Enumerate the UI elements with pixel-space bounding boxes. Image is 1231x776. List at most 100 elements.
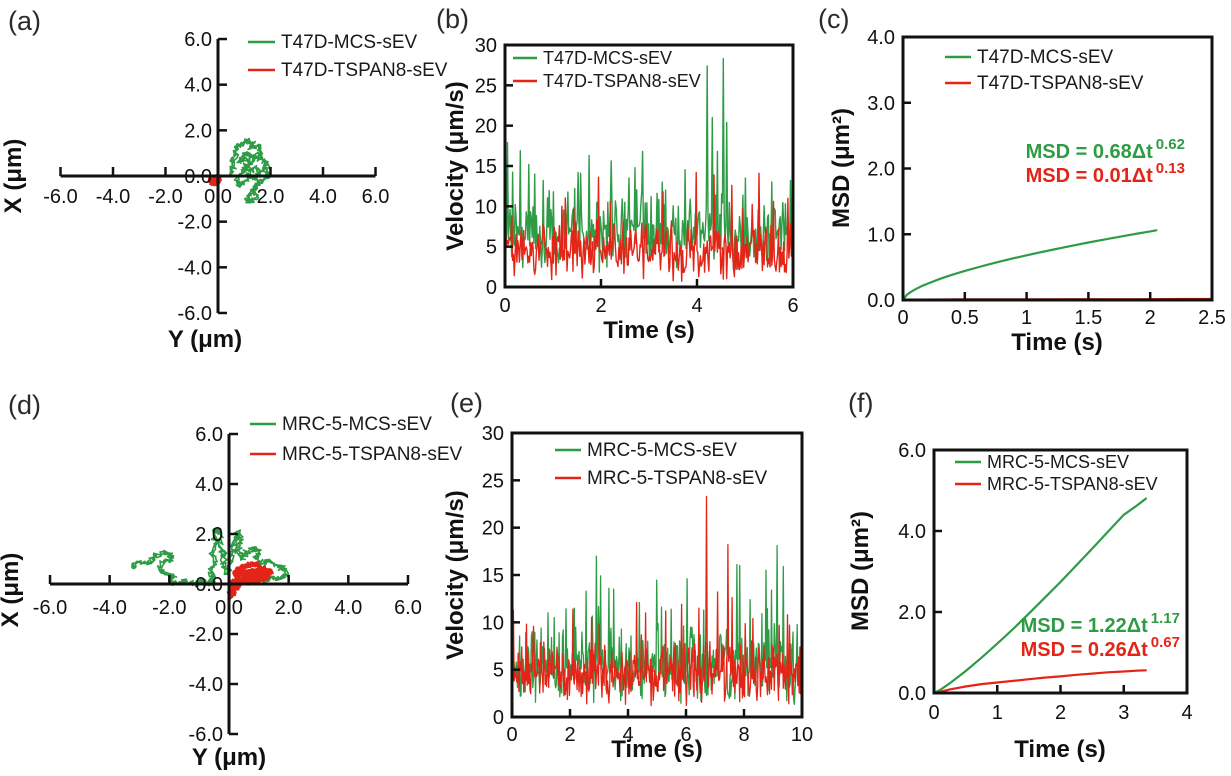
x-tick-label: 1	[992, 702, 1003, 724]
msd-curve	[903, 229, 1158, 300]
legend-label: MRC-5-TSPAN8-sEV	[282, 444, 462, 465]
x-axis-title: Y (μm)	[192, 744, 266, 771]
trajectory-path	[131, 528, 290, 588]
panel-label-a: (a)	[8, 6, 41, 36]
x-tick-label: 2	[1055, 702, 1066, 724]
x-tick-label: 4.0	[334, 597, 362, 619]
x-tick-label: 10	[791, 724, 813, 746]
fit-annotation: MSD = 0.26Δt 0.67	[1021, 634, 1180, 661]
trajectory-chart-t47d: -6.0 -4.0 -2.0 0.0 2.0 4.0 6.06.04.02.00.0-2.0…	[0, 29, 448, 353]
msd-chart-t47d: 0 0.5 1 1.5 2 2.5 0.0 1.0 2.0 3.0 4.0 Time (s) MSD (…	[828, 27, 1226, 356]
y-tick-label: 15	[482, 565, 504, 587]
y-tick-label: -4.0	[178, 257, 212, 279]
legend: T47D-MCS-sEV T47D-TSPAN8-sEV	[248, 32, 448, 81]
y-tick-label: 4.0	[184, 75, 212, 97]
y-tick-label: 6.0	[195, 424, 223, 446]
fit-annotation: MSD = 0.68Δt 0.62	[1026, 136, 1185, 163]
x-tick-label: -4.0	[92, 597, 126, 619]
y-axis-title: MSD (μm²)	[828, 108, 855, 228]
y-tick-label: -6.0	[189, 724, 223, 746]
trajectory-path	[207, 174, 222, 187]
y-tick-label: 0.0	[898, 683, 926, 705]
plot-area	[512, 495, 802, 707]
plot-area	[934, 497, 1147, 693]
velocity-chart-t47d: 0 2 4 6 0 5 10 15 20 25 30 Time (s) Velocity (μm/s) T…	[442, 35, 799, 344]
x-axis-title: Time (s)	[603, 317, 695, 344]
legend-label: T47D-MCS-sEV	[543, 48, 672, 68]
y-tick-label: 15	[475, 156, 497, 178]
x-tick-label: 1.5	[1074, 307, 1102, 329]
y-axis-title: Velocity (μm/s)	[442, 490, 469, 659]
x-axis-title: Time (s)	[1011, 329, 1103, 356]
y-tick-label: 0	[486, 277, 497, 299]
y-tick-label: 4.0	[867, 27, 895, 49]
legend: T47D-MCS-sEV T47D-TSPAN8-sEV	[945, 47, 1144, 94]
y-tick-label: 4.0	[195, 474, 223, 496]
x-tick-label: 2.5	[1198, 307, 1226, 329]
y-tick-label: 20	[475, 116, 497, 138]
legend: MRC-5-MCS-sEV MRC-5-TSPAN8-sEV	[250, 414, 462, 465]
trajectory-path	[227, 561, 273, 600]
x-tick-label: 2	[564, 724, 575, 746]
legend: T47D-MCS-sEV T47D-TSPAN8-sEV	[513, 48, 701, 91]
y-tick-label: 2.0	[867, 159, 895, 181]
plot-area	[131, 528, 290, 601]
y-tick-label: 3.0	[867, 93, 895, 115]
msd-curve	[934, 497, 1147, 693]
plot-area	[505, 58, 793, 282]
fit-annotation: MSD = 1.22Δt 1.17	[1021, 610, 1180, 637]
panel-label-f: (f)	[848, 388, 874, 418]
msd-chart-mrc5: 0 1 2 3 4 0.0 2.0 4.0 6.0 Time (s) MSD (μm²) MRC-5-…	[847, 440, 1193, 763]
legend-label: T47D-TSPAN8-sEV	[543, 71, 701, 91]
y-tick-label: -2.0	[189, 624, 223, 646]
y-axis-title: MSD (μm²)	[847, 511, 874, 631]
x-tick-label: 2	[1145, 307, 1156, 329]
x-axis-title: Time (s)	[611, 736, 703, 763]
panel-label-e: (e)	[450, 388, 483, 418]
x-tick-label: 6	[787, 295, 798, 317]
fit-annotation: MSD = 0.01Δt 0.13	[1026, 160, 1185, 187]
y-tick-label: 2.0	[195, 524, 223, 546]
y-tick-label: 25	[475, 75, 497, 97]
y-tick-label: 0.0	[195, 574, 223, 596]
x-tick-label: 2.0	[275, 597, 303, 619]
y-tick-label: 2.0	[898, 602, 926, 624]
plot-area	[903, 229, 1212, 300]
y-tick-label: 10	[475, 196, 497, 218]
msd-curve	[934, 669, 1147, 693]
x-tick-label: -2.0	[152, 597, 186, 619]
x-tick-label: 0	[506, 724, 517, 746]
y-tick-label: 30	[475, 35, 497, 57]
velocity-trace	[505, 171, 793, 282]
legend-label: MRC-5-TSPAN8-sEV	[987, 474, 1158, 494]
y-tick-label: 20	[482, 518, 504, 540]
y-tick-label: 25	[482, 470, 504, 492]
legend-label: T47D-MCS-sEV	[281, 32, 418, 53]
y-tick-label: 5	[493, 660, 504, 682]
legend-label: MRC-5-MCS-sEV	[587, 440, 737, 461]
x-tick-label: 0	[897, 307, 908, 329]
x-tick-label: 0.5	[951, 307, 979, 329]
x-tick-label: -6.0	[33, 597, 67, 619]
legend-label: MRC-5-MCS-sEV	[282, 414, 432, 435]
velocity-trace	[505, 58, 793, 273]
y-tick-label: 10	[482, 612, 504, 634]
x-tick-label: -2.0	[148, 186, 182, 208]
x-tick-label: 2	[595, 295, 606, 317]
legend-label: MRC-5-TSPAN8-sEV	[587, 468, 767, 489]
trajectory-path	[229, 139, 272, 204]
x-tick-label: 0	[928, 702, 939, 724]
y-tick-label: 6.0	[898, 440, 926, 462]
y-tick-label: -6.0	[178, 303, 212, 325]
x-tick-label: 0.0	[204, 186, 232, 208]
y-tick-label: 1.0	[867, 224, 895, 246]
y-tick-label: 5	[486, 237, 497, 259]
panel-label-d: (d)	[8, 390, 41, 420]
x-tick-label: 6.0	[394, 597, 422, 619]
x-tick-label: 3	[1118, 702, 1129, 724]
y-tick-label: 4.0	[898, 521, 926, 543]
legend: MRC-5-MCS-sEV MRC-5-TSPAN8-sEV	[555, 440, 767, 489]
x-tick-label: 4	[622, 724, 633, 746]
x-tick-label: -6.0	[43, 186, 77, 208]
y-tick-label: 0.0	[184, 166, 212, 188]
